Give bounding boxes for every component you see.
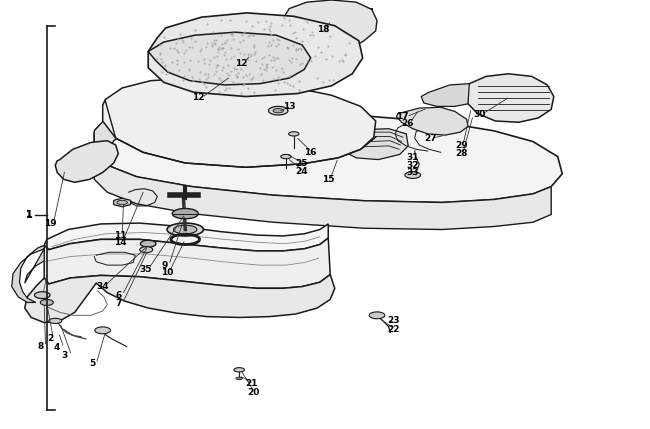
Text: 3: 3 bbox=[62, 351, 68, 360]
Polygon shape bbox=[49, 318, 62, 323]
Text: 5: 5 bbox=[90, 360, 96, 368]
Polygon shape bbox=[44, 238, 330, 288]
Text: 35: 35 bbox=[140, 265, 152, 274]
Polygon shape bbox=[103, 78, 376, 167]
Text: 1: 1 bbox=[25, 210, 31, 219]
Text: 7: 7 bbox=[116, 299, 122, 308]
Polygon shape bbox=[289, 132, 299, 136]
Text: 25: 25 bbox=[296, 160, 308, 168]
Text: 15: 15 bbox=[322, 175, 334, 184]
Text: 21: 21 bbox=[246, 380, 258, 388]
Text: 1: 1 bbox=[26, 209, 32, 220]
Text: 12: 12 bbox=[192, 94, 204, 102]
Text: 20: 20 bbox=[247, 388, 259, 397]
Polygon shape bbox=[114, 198, 131, 207]
Text: 26: 26 bbox=[402, 119, 414, 128]
Polygon shape bbox=[234, 368, 244, 372]
Text: 31: 31 bbox=[406, 154, 419, 162]
Polygon shape bbox=[341, 129, 408, 160]
Text: 8: 8 bbox=[38, 342, 44, 351]
Text: 2: 2 bbox=[47, 334, 53, 342]
Polygon shape bbox=[34, 292, 50, 299]
Polygon shape bbox=[44, 223, 328, 251]
Text: 12: 12 bbox=[235, 59, 248, 68]
Polygon shape bbox=[369, 312, 385, 319]
Text: 9: 9 bbox=[161, 261, 168, 269]
Text: 22: 22 bbox=[387, 325, 399, 334]
Polygon shape bbox=[236, 377, 242, 380]
Text: 17: 17 bbox=[396, 112, 409, 121]
Text: 24: 24 bbox=[296, 167, 308, 176]
Text: 29: 29 bbox=[455, 142, 467, 150]
Text: 34: 34 bbox=[96, 282, 109, 291]
Polygon shape bbox=[12, 245, 44, 302]
Polygon shape bbox=[94, 109, 136, 165]
Polygon shape bbox=[95, 327, 110, 334]
Polygon shape bbox=[25, 275, 335, 323]
Polygon shape bbox=[40, 299, 53, 305]
Polygon shape bbox=[55, 141, 118, 182]
Polygon shape bbox=[467, 74, 554, 122]
Text: 6: 6 bbox=[116, 291, 122, 299]
Text: 10: 10 bbox=[161, 268, 174, 277]
Polygon shape bbox=[167, 223, 203, 236]
Text: 32: 32 bbox=[406, 161, 419, 169]
Text: 16: 16 bbox=[304, 148, 317, 157]
Polygon shape bbox=[174, 225, 197, 234]
Text: 11: 11 bbox=[114, 231, 126, 239]
Text: 18: 18 bbox=[317, 25, 330, 33]
Text: 14: 14 bbox=[114, 238, 126, 247]
Polygon shape bbox=[140, 240, 156, 247]
Text: 4: 4 bbox=[53, 343, 60, 352]
Polygon shape bbox=[148, 32, 311, 85]
Text: 13: 13 bbox=[283, 102, 295, 111]
Text: 28: 28 bbox=[455, 149, 467, 158]
Polygon shape bbox=[97, 149, 105, 153]
Text: 19: 19 bbox=[44, 220, 57, 228]
Polygon shape bbox=[396, 107, 468, 135]
Polygon shape bbox=[405, 172, 421, 178]
Polygon shape bbox=[281, 0, 377, 54]
Polygon shape bbox=[140, 247, 153, 253]
Text: 30: 30 bbox=[473, 111, 486, 119]
Polygon shape bbox=[268, 106, 288, 115]
Polygon shape bbox=[94, 152, 551, 230]
Polygon shape bbox=[172, 208, 198, 219]
Text: 27: 27 bbox=[424, 134, 436, 142]
Polygon shape bbox=[117, 200, 127, 205]
Polygon shape bbox=[273, 109, 283, 113]
Text: 23: 23 bbox=[387, 317, 399, 325]
Polygon shape bbox=[68, 156, 75, 160]
Text: 33: 33 bbox=[406, 168, 419, 177]
Polygon shape bbox=[94, 109, 562, 202]
Polygon shape bbox=[148, 13, 363, 97]
Polygon shape bbox=[281, 154, 291, 159]
Polygon shape bbox=[421, 84, 469, 106]
